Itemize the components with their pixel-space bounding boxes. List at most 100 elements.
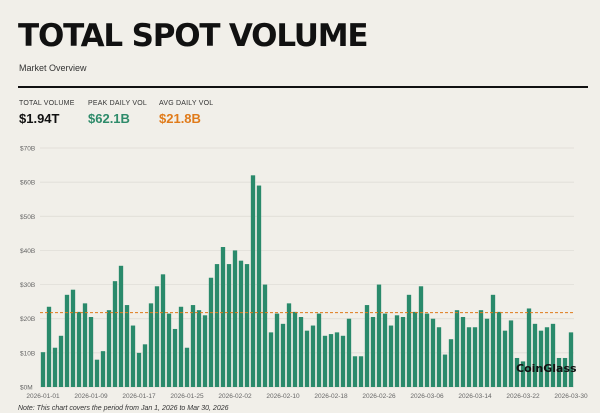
bar (520, 361, 526, 387)
bar (256, 185, 262, 387)
bar (406, 294, 412, 387)
bar (190, 305, 196, 387)
x-tick-label: 2026-02-18 (314, 393, 348, 400)
bar (112, 281, 118, 387)
bar (274, 313, 280, 387)
bar (208, 277, 214, 387)
x-tick-label: 2026-01-09 (74, 393, 108, 400)
stat-value: $62.1B (88, 111, 130, 126)
x-tick-label: 2026-01-17 (122, 393, 156, 400)
bar (178, 306, 184, 387)
bar (70, 289, 76, 387)
bar (322, 335, 328, 387)
bar (454, 310, 460, 387)
bar (550, 323, 556, 387)
chart-subtitle: Market Overview (19, 63, 87, 73)
chart-title: TOTAL SPOT VOLUME (18, 18, 369, 54)
bar (496, 311, 502, 387)
bar (106, 310, 112, 387)
y-tick-label: $10B (20, 350, 35, 357)
bar (304, 330, 310, 387)
bar (184, 347, 190, 387)
bar (286, 303, 292, 387)
bar (172, 328, 178, 387)
bar (232, 250, 238, 387)
y-tick-label: $50B (20, 214, 35, 221)
bar (484, 318, 490, 387)
bar (334, 332, 340, 387)
bar (160, 274, 166, 387)
bar (220, 247, 226, 387)
bar (424, 313, 430, 387)
stat-avg-daily-vol: AVG DAILY VOL $21.8B (159, 100, 213, 126)
bar (196, 310, 202, 387)
bar (88, 317, 94, 387)
bar (358, 356, 364, 387)
bar (166, 313, 172, 387)
y-tick-label: $40B (20, 248, 35, 255)
bar (244, 264, 250, 387)
bar (148, 303, 154, 387)
bar (124, 305, 130, 387)
x-tick-label: 2026-02-02 (218, 393, 252, 400)
stat-label: TOTAL VOLUME (19, 100, 75, 107)
bar (214, 264, 220, 387)
bar (316, 313, 322, 387)
bar (562, 357, 568, 387)
bar (268, 332, 274, 387)
bar (58, 335, 64, 387)
chart-note: Note: This chart covers the period from … (18, 405, 229, 412)
bar (544, 327, 550, 387)
bar (418, 286, 424, 387)
bar (100, 351, 106, 387)
bar (40, 352, 46, 387)
bar-chart: $0M $10B $20B $30B $40B $50B $60B $70B 2026-01-0… (20, 146, 588, 401)
bar (490, 294, 496, 387)
bar (82, 303, 88, 387)
bar (448, 339, 454, 387)
bar (460, 317, 466, 387)
bar (154, 286, 160, 387)
bar (262, 284, 268, 387)
bar (478, 310, 484, 387)
bar (502, 330, 508, 387)
x-tick-label: 2026-02-26 (362, 393, 396, 400)
bar (64, 294, 70, 387)
bar (238, 260, 244, 387)
bar (430, 318, 436, 387)
bar (388, 325, 394, 387)
bar (514, 357, 520, 387)
bar (118, 265, 124, 387)
bar (364, 305, 370, 387)
bar (382, 313, 388, 387)
x-tick-label: 2026-03-22 (506, 393, 540, 400)
x-tick-label: 2026-03-06 (410, 393, 444, 400)
bar (46, 306, 52, 387)
bar (310, 325, 316, 387)
bar (466, 327, 472, 387)
bar (202, 315, 208, 387)
y-tick-label: $60B (20, 180, 35, 187)
x-tick-label: 2026-01-01 (26, 393, 60, 400)
x-tick-label: 2026-03-14 (458, 393, 492, 400)
bar (130, 325, 136, 387)
brand-watermark: CoinGlass (516, 362, 577, 375)
stat-label: PEAK DAILY VOL (88, 100, 147, 107)
x-tick-label: 2026-02-10 (266, 393, 300, 400)
stat-value: $1.94T (19, 111, 60, 126)
bar (142, 344, 148, 387)
bar (532, 323, 538, 387)
y-tick-label: $0M (20, 385, 33, 392)
bar (280, 323, 286, 387)
bar (226, 264, 232, 387)
bar (526, 308, 532, 387)
stat-label: AVG DAILY VOL (159, 100, 214, 107)
bar (346, 318, 352, 387)
stat-peak-daily-vol: PEAK DAILY VOL $62.1B (88, 100, 147, 126)
y-tick-label: $20B (20, 316, 35, 323)
bar (250, 175, 256, 387)
bar (352, 356, 358, 387)
x-tick-label: 2026-01-25 (170, 393, 204, 400)
stat-total-volume: TOTAL VOLUME $1.94T (19, 100, 75, 126)
bar (370, 317, 376, 387)
